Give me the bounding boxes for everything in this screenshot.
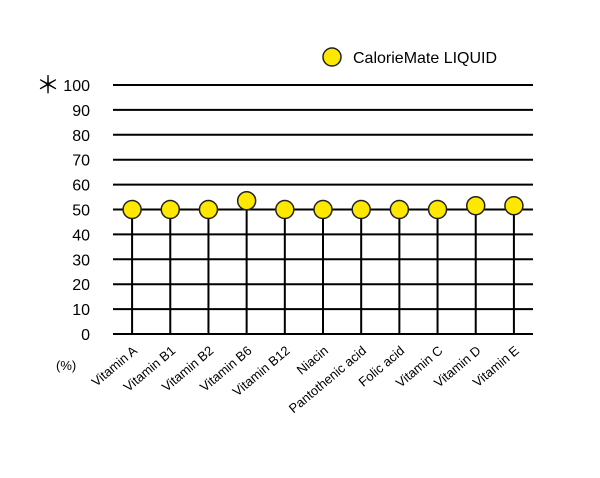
y-tick-label: 70 xyxy=(72,153,90,170)
y-tick-label: 50 xyxy=(72,203,90,220)
y-tick-label: 80 xyxy=(72,128,90,145)
data-point xyxy=(504,196,524,216)
y-axis-unit: (%) xyxy=(56,358,76,373)
data-point xyxy=(465,196,486,216)
data-point xyxy=(160,199,181,220)
y-tick-label: 40 xyxy=(72,227,90,244)
y-tick-label: 90 xyxy=(72,103,90,120)
y-tick-label: 10 xyxy=(72,302,90,319)
legend-label: CalorieMate LIQUID xyxy=(353,50,497,67)
legend: CalorieMate LIQUID xyxy=(322,47,497,67)
y-tick-label: 0 xyxy=(81,327,90,344)
data-point xyxy=(313,199,333,220)
data-point xyxy=(275,199,295,220)
y-tick-label: 30 xyxy=(72,252,90,269)
data-point xyxy=(236,191,257,211)
y-tick-label: 60 xyxy=(72,178,90,195)
y-asterisk: ＊ xyxy=(36,72,60,99)
data-point xyxy=(389,199,410,220)
y-tick-label: 100 xyxy=(63,78,90,95)
data-point xyxy=(427,199,448,220)
y-tick-label: 20 xyxy=(72,277,90,294)
data-point xyxy=(122,199,142,220)
data-point xyxy=(351,199,371,220)
legend-marker xyxy=(322,47,342,67)
data-point xyxy=(198,199,219,220)
